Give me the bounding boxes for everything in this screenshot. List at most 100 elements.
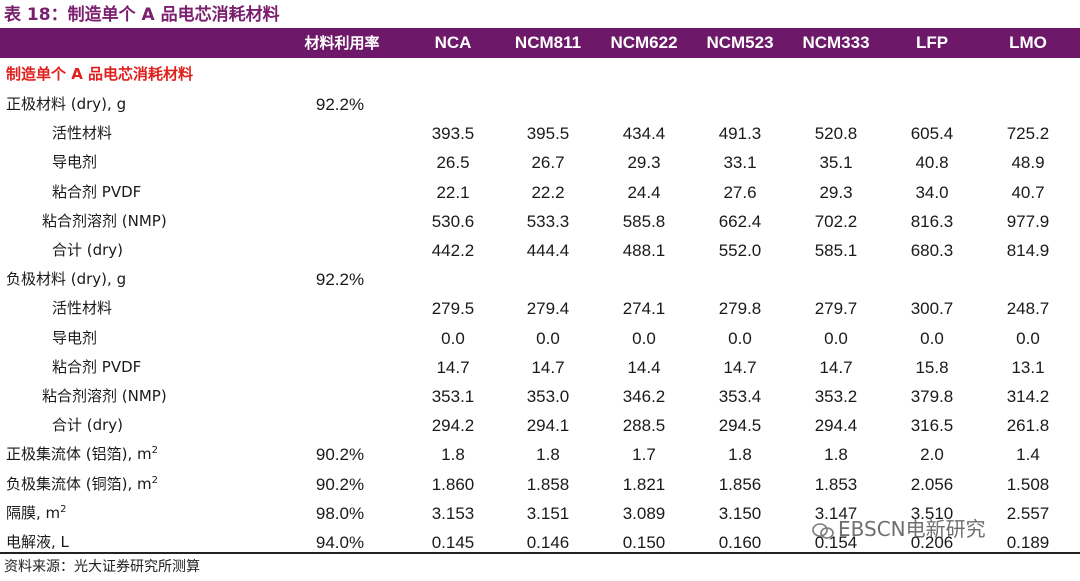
row-utilization-rate — [292, 178, 388, 207]
table-cell: 520.8 — [814, 124, 858, 144]
table-cell: 488.1 — [622, 241, 666, 260]
table-cell — [788, 90, 884, 119]
table-cell: 1.8 — [536, 445, 560, 465]
table-cell: 29.3 — [819, 182, 853, 202]
table-cell: 279.5 — [431, 299, 475, 319]
table-cell: 22.2 — [531, 182, 565, 202]
header-col-lmo: LMO — [1009, 33, 1047, 52]
table-cell: 353.0 — [526, 387, 570, 406]
table-cell — [500, 90, 596, 119]
row-utilization-rate — [292, 119, 388, 148]
table-cell: 662.4 — [718, 211, 762, 231]
table-cell: 0.0 — [632, 328, 656, 348]
table-cell: 977.9 — [1006, 211, 1050, 231]
table-cell — [596, 265, 692, 294]
table-cell: 3.150 — [718, 503, 762, 523]
table-cell: 353.2 — [814, 387, 858, 406]
row-utilization-rate: 98.0% — [315, 503, 365, 523]
watermark-text: EBSCN电新研究 — [838, 517, 986, 541]
row-label: 活性材料 — [52, 119, 112, 148]
row-label-text: 负极集流体 (铜箔), m — [6, 474, 152, 493]
row-label: 合计 (dry) — [52, 411, 123, 440]
header-col-ncm622: NCM622 — [610, 33, 678, 52]
table-cell: 346.2 — [622, 387, 666, 406]
row-label: 负极集流体 (铜箔), m2 — [6, 470, 158, 499]
row-label-superscript: 2 — [151, 445, 158, 457]
table-cell: 3.089 — [622, 503, 666, 523]
table-cell: 40.7 — [1011, 182, 1045, 202]
table-cell: 680.3 — [910, 241, 954, 260]
table-header — [0, 28, 1080, 58]
row-label: 导电剂 — [52, 324, 97, 353]
table-cell — [884, 90, 980, 119]
table-cell: 530.6 — [431, 211, 475, 231]
row-label-text: 正极集流体 (铝箔), m — [6, 445, 152, 464]
table-cell: 1.853 — [814, 474, 858, 494]
row-label: 活性材料 — [52, 294, 112, 323]
row-label-text: 粘合剂溶剂 (NMP) — [42, 211, 167, 230]
table-cell — [596, 90, 692, 119]
row-utilization-rate — [292, 148, 388, 177]
table-cell: 300.7 — [910, 299, 954, 319]
table-cell: 816.3 — [910, 211, 954, 231]
row-utilization-rate — [292, 382, 388, 411]
table-cell: 1.8 — [441, 445, 465, 465]
row-label-text: 粘合剂溶剂 (NMP) — [42, 387, 167, 405]
table-cell: 279.4 — [526, 299, 570, 319]
table-cell: 0.189 — [1006, 533, 1050, 552]
table-cell: 261.8 — [1006, 416, 1050, 436]
table-cell: 605.4 — [910, 124, 954, 144]
table-cell: 274.1 — [622, 299, 666, 319]
table-cell: 14.4 — [627, 357, 661, 377]
row-label-text: 活性材料 — [52, 299, 113, 318]
chat-bubble-icon — [812, 522, 834, 539]
table-cell: 0.0 — [920, 328, 944, 348]
table-cell: 288.5 — [622, 416, 666, 436]
table-cell: 48.9 — [1011, 153, 1045, 173]
row-utilization-rate — [292, 207, 388, 236]
table-cell: 0.160 — [718, 533, 762, 552]
table-cell — [980, 90, 1076, 119]
table-cell: 26.7 — [531, 153, 565, 173]
table-cell: 585.1 — [814, 241, 858, 260]
table-cell: 2.0 — [920, 445, 944, 465]
table-cell: 3.510 — [910, 503, 954, 523]
row-label-text: 活性材料 — [52, 124, 113, 143]
row-label: 正极材料 (dry), g — [6, 90, 126, 119]
table-cell: 3.147 — [814, 503, 858, 523]
row-utilization-rate: 92.2% — [315, 95, 365, 114]
row-label-text: 正极材料 (dry), g — [6, 95, 127, 113]
table-cell: 379.8 — [910, 387, 954, 406]
table-cell: 316.5 — [910, 416, 954, 436]
table-cell: 294.1 — [526, 416, 570, 436]
table-cell: 33.1 — [723, 153, 757, 173]
table-cell: 533.3 — [526, 211, 570, 231]
section-title: 制造单个 A 品电芯消耗材料 — [6, 65, 194, 83]
table-cell: 27.6 — [723, 182, 757, 202]
source-note: 资料来源：光大证券研究所测算 — [4, 559, 200, 575]
table-cell: 434.4 — [622, 124, 666, 144]
table-cell: 0.146 — [526, 533, 570, 552]
table-cell: 395.5 — [526, 124, 570, 144]
table-cell: 0.0 — [536, 328, 560, 348]
row-label-text: 电解液, L — [6, 533, 69, 551]
table-cell: 442.2 — [431, 241, 475, 260]
table-cell: 0.145 — [431, 533, 475, 552]
row-label-text: 粘合剂 PVDF — [52, 182, 142, 201]
table-cell: 1.821 — [622, 474, 666, 494]
table-cell: 314.2 — [1006, 387, 1050, 406]
table-cell: 0.0 — [441, 328, 465, 348]
table-cell: 294.4 — [814, 416, 858, 436]
row-label-text: 导电剂 — [52, 153, 98, 172]
row-label: 粘合剂 PVDF — [52, 353, 141, 382]
table-cell — [692, 90, 788, 119]
table-cell: 294.2 — [431, 416, 475, 436]
table-cell — [500, 265, 596, 294]
table-cell: 34.0 — [915, 182, 949, 202]
table-cell: 725.2 — [1006, 124, 1050, 144]
table-cell: 0.0 — [728, 328, 752, 348]
table-cell: 24.4 — [627, 182, 661, 202]
table-cell: 3.151 — [526, 503, 570, 523]
row-label: 导电剂 — [52, 148, 97, 177]
